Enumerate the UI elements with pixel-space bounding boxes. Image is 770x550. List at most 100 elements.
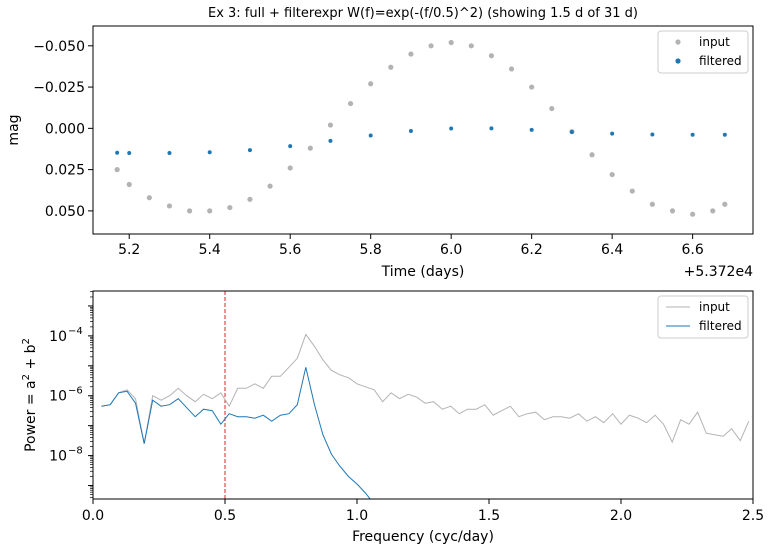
bottom-x-tick-label: 0.0	[82, 508, 104, 524]
top-x-tick-label: 5.2	[118, 242, 140, 258]
top-x-tick-label: 5.6	[279, 242, 301, 258]
top-x-ticks: 5.2 5.4 5.6 5.8 6.0 6.2 6.4 6.6	[118, 234, 704, 258]
input-point	[368, 81, 374, 87]
bottom-legend: input filtered	[657, 295, 749, 339]
input-point	[690, 211, 696, 217]
top-y-tick-label: 0.025	[45, 163, 85, 179]
filtered-point	[247, 148, 252, 153]
top-legend-input-marker	[675, 39, 681, 45]
input-point	[114, 167, 120, 173]
filtered-point	[449, 126, 454, 131]
filtered-point	[115, 150, 120, 155]
top-x-tick-label: 6.0	[440, 242, 462, 258]
bottom-axes-frame	[92, 290, 754, 500]
bottom-x-axis-label: Frequency (cyc/day)	[352, 529, 494, 545]
input-point	[428, 43, 434, 49]
bottom-y-tick-label: 10	[49, 329, 67, 345]
filtered-spectrum-line	[101, 367, 371, 499]
top-legend-input-label: input	[699, 35, 730, 49]
input-point	[347, 100, 354, 107]
figure-title: Ex 3: full + filterexpr W(f)=exp(-(f/0.5…	[208, 6, 638, 21]
top-axes-frame	[92, 25, 754, 235]
input-point	[529, 84, 535, 90]
bottom-x-tick-label: 1.5	[478, 508, 500, 524]
top-legend: input filtered	[657, 30, 749, 74]
bottom-legend-input-label: input	[699, 300, 730, 314]
input-point	[629, 188, 635, 194]
top-y-tick-label: 0.050	[45, 204, 85, 220]
top-y-axis-label: mag	[6, 114, 22, 145]
top-x-tick-label: 5.4	[199, 242, 221, 258]
filtered-point	[127, 150, 132, 155]
input-point	[227, 204, 233, 211]
input-point	[448, 39, 454, 46]
top-y-ticks: −0.050 −0.025 0.000 0.025 0.050	[33, 39, 93, 220]
bottom-y-ticks: 10−810−610−4	[49, 291, 93, 498]
input-point	[649, 201, 655, 207]
input-point	[488, 53, 495, 59]
input-point	[327, 122, 334, 128]
top-x-tick-label: 6.6	[682, 242, 704, 258]
top-data-layer	[114, 39, 728, 217]
bottom-data-layer	[101, 291, 750, 499]
top-y-tick-label: 0.000	[45, 121, 85, 137]
input-point	[388, 64, 394, 70]
input-spectrum-line	[101, 333, 750, 444]
input-point	[146, 195, 152, 201]
top-x-tick-label: 6.2	[521, 242, 543, 258]
bottom-x-tick-label: 0.5	[214, 508, 236, 524]
input-point	[669, 208, 676, 214]
top-x-tick-label: 5.8	[360, 242, 382, 258]
bottom-y-tick-label: 10	[49, 449, 67, 465]
input-point	[508, 66, 515, 72]
filtered-point	[569, 129, 574, 134]
bottom-legend-filtered-label: filtered	[699, 319, 742, 333]
filtered-point	[368, 133, 373, 138]
input-point	[207, 208, 213, 214]
bottom-y-tick-label: 10	[49, 389, 67, 405]
filtered-point	[167, 150, 172, 155]
top-legend-filtered-label: filtered	[699, 54, 742, 68]
input-point	[166, 203, 173, 209]
bottom-y-tick-exponent: −6	[68, 386, 83, 397]
input-point	[468, 43, 474, 49]
bottom-x-tick-label: 2.5	[742, 508, 764, 524]
filtered-point	[690, 132, 695, 137]
filtered-point	[328, 138, 333, 143]
input-point	[287, 165, 293, 171]
top-y-tick-label: −0.050	[33, 39, 85, 55]
top-x-tick-label: 6.4	[601, 242, 623, 258]
bottom-y-axis-label: Power = a2 + b2	[21, 338, 39, 452]
top-y-tick-label: −0.025	[33, 80, 85, 96]
filtered-point	[408, 128, 413, 133]
filtered-point	[610, 131, 615, 136]
input-point	[186, 208, 193, 214]
filtered-point	[650, 132, 655, 137]
bottom-x-tick-label: 2.0	[610, 508, 632, 524]
input-point	[247, 196, 253, 202]
top-legend-filtered-marker	[675, 58, 681, 64]
bottom-y-tick-exponent: −8	[68, 446, 83, 457]
input-point	[722, 201, 728, 207]
input-point	[408, 51, 414, 57]
input-point	[267, 183, 273, 189]
input-point	[589, 152, 595, 158]
input-point	[710, 208, 716, 214]
filtered-point	[288, 144, 293, 149]
input-point	[126, 181, 132, 188]
filtered-point	[489, 126, 494, 131]
top-x-axis-label: Time (days)	[381, 264, 465, 280]
input-point	[549, 105, 555, 112]
filtered-point	[207, 150, 212, 155]
bottom-y-tick-exponent: −4	[68, 326, 83, 337]
input-point	[609, 171, 615, 178]
top-x-offset-text: +5.372e4	[684, 264, 753, 280]
bottom-panel: 0.0 0.5 1.0 1.5 2.0 2.5 10−810−610−4 Frequenc…	[21, 290, 764, 545]
filtered-point	[529, 127, 534, 132]
bottom-x-ticks: 0.0 0.5 1.0 1.5 2.0 2.5	[82, 499, 764, 524]
bottom-x-tick-label: 1.0	[346, 508, 368, 524]
top-panel: 5.2 5.4 5.6 5.8 6.0 6.2 6.4 6.6 −0.050 −0.025 0.0…	[6, 25, 754, 280]
input-point	[307, 145, 313, 151]
filtered-point	[722, 132, 727, 137]
